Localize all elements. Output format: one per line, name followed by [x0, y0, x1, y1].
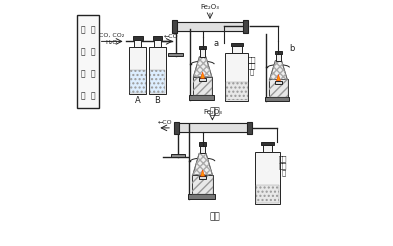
- Bar: [231, 43, 243, 46]
- Bar: [154, 40, 161, 47]
- Text: b: b: [289, 44, 295, 53]
- Text: 酸: 酸: [90, 47, 95, 57]
- Text: 石灰: 石灰: [247, 63, 256, 69]
- Bar: [226, 82, 248, 100]
- Bar: [152, 36, 162, 40]
- Polygon shape: [193, 57, 212, 77]
- Polygon shape: [270, 61, 287, 79]
- Bar: [243, 20, 248, 33]
- Bar: [193, 77, 213, 95]
- Bar: [247, 122, 252, 134]
- Bar: [199, 142, 206, 145]
- Bar: [199, 176, 206, 179]
- Text: B: B: [154, 96, 160, 106]
- Text: 图乙: 图乙: [209, 213, 220, 222]
- Bar: [168, 53, 183, 56]
- Bar: [189, 95, 214, 100]
- Bar: [263, 145, 272, 152]
- Text: 装: 装: [81, 92, 86, 101]
- Text: H₂O: H₂O: [105, 40, 118, 45]
- Text: a: a: [213, 39, 219, 48]
- Polygon shape: [201, 170, 205, 176]
- Text: 澄清: 澄清: [247, 57, 256, 63]
- Bar: [192, 175, 213, 194]
- Bar: [200, 145, 205, 153]
- Bar: [269, 79, 288, 97]
- Bar: [256, 185, 279, 203]
- Text: 热: 热: [90, 26, 95, 34]
- Bar: [130, 70, 146, 93]
- Text: A: A: [135, 96, 141, 106]
- Bar: [174, 122, 179, 134]
- Bar: [232, 46, 242, 53]
- Bar: [255, 152, 280, 204]
- Bar: [275, 81, 282, 84]
- Bar: [226, 82, 248, 100]
- Bar: [200, 49, 205, 57]
- Text: 晶: 晶: [81, 70, 86, 78]
- Bar: [275, 51, 282, 54]
- Text: 置: 置: [90, 92, 95, 101]
- Bar: [199, 46, 206, 49]
- Bar: [261, 142, 274, 145]
- Text: ←CO: ←CO: [157, 121, 172, 125]
- Bar: [149, 70, 165, 93]
- Bar: [149, 47, 166, 94]
- Bar: [133, 36, 143, 40]
- Bar: [172, 20, 177, 33]
- Text: Fe₂O₃: Fe₂O₃: [203, 109, 222, 115]
- Text: 加: 加: [81, 26, 86, 34]
- Bar: [130, 70, 146, 93]
- Bar: [193, 77, 213, 95]
- Bar: [188, 194, 215, 199]
- Bar: [129, 47, 146, 94]
- Text: CO, CO₂: CO, CO₂: [99, 33, 125, 38]
- Bar: [171, 154, 185, 157]
- Text: 澄清: 澄清: [279, 156, 288, 162]
- Bar: [192, 175, 213, 194]
- Text: 水: 水: [282, 169, 286, 176]
- Polygon shape: [193, 153, 212, 175]
- Text: ←CO: ←CO: [164, 34, 178, 39]
- Bar: [134, 40, 141, 47]
- Bar: [265, 97, 290, 101]
- Bar: [276, 54, 281, 61]
- Polygon shape: [201, 72, 205, 78]
- Bar: [199, 78, 206, 81]
- Text: 草: 草: [81, 47, 86, 57]
- Text: 图甲: 图甲: [209, 108, 220, 117]
- Bar: [149, 70, 165, 93]
- Bar: [269, 79, 288, 97]
- Bar: [77, 15, 99, 108]
- Text: 水: 水: [250, 69, 254, 76]
- Bar: [256, 185, 279, 203]
- Text: 体: 体: [90, 70, 95, 78]
- Text: 石灰: 石灰: [279, 163, 288, 169]
- Text: Fe₂O₃: Fe₂O₃: [200, 4, 219, 10]
- Bar: [225, 53, 248, 101]
- Polygon shape: [277, 75, 280, 81]
